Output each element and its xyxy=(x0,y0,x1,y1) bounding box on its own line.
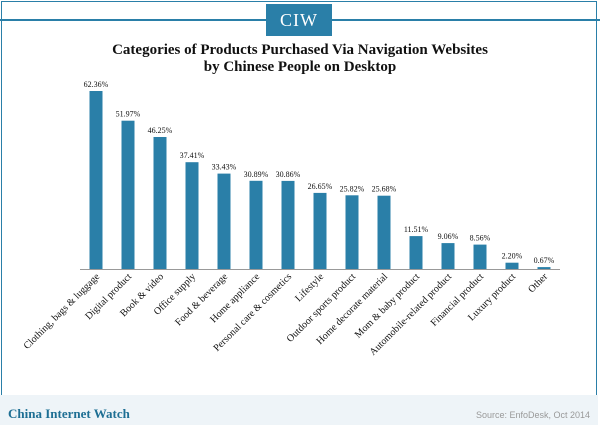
bar-13 xyxy=(505,262,519,269)
category-label-14: Other xyxy=(526,271,550,295)
bar-4 xyxy=(217,173,231,269)
value-label-12: 8.56% xyxy=(470,234,491,243)
bar-0 xyxy=(89,91,103,269)
value-label-3: 37.41% xyxy=(180,151,205,160)
bar-5 xyxy=(249,180,263,269)
value-label-9: 25.68% xyxy=(372,185,397,194)
value-label-4: 33.43% xyxy=(212,163,237,172)
ciw-logo: CIW xyxy=(266,4,332,36)
value-label-group: 62.36% 51.97% 46.25% 37.41% 33.43% 30.89% 30.8… xyxy=(84,80,555,265)
bar-10 xyxy=(409,236,423,269)
value-label-5: 30.89% xyxy=(244,170,269,179)
value-label-1: 51.97% xyxy=(116,110,141,119)
value-label-2: 46.25% xyxy=(148,126,173,135)
bar-7 xyxy=(313,192,327,269)
bar-3 xyxy=(185,162,199,269)
value-label-11: 9.06% xyxy=(438,232,459,241)
value-label-6: 30.86% xyxy=(276,170,301,179)
bar-2 xyxy=(153,137,167,269)
bar-11 xyxy=(441,243,455,269)
source-note: Source: EnfoDesk, Oct 2014 xyxy=(475,410,590,420)
bar-9 xyxy=(377,195,391,269)
bar-12 xyxy=(473,244,487,269)
value-label-10: 11.51% xyxy=(404,225,429,234)
footer-brand: China Internet Watch xyxy=(8,406,130,421)
bar-group xyxy=(89,91,551,269)
chart-subtitle: by Chinese People on Desktop xyxy=(203,59,397,75)
value-label-8: 25.82% xyxy=(340,184,365,193)
value-label-14: 0.67% xyxy=(534,256,555,265)
bar-14 xyxy=(537,267,551,269)
footer-band xyxy=(0,395,598,425)
bar-6 xyxy=(281,180,295,269)
value-label-0: 62.36% xyxy=(84,80,109,89)
value-label-7: 26.65% xyxy=(308,182,333,191)
bar-8 xyxy=(345,195,359,269)
value-label-13: 2.20% xyxy=(502,252,523,261)
bar-1 xyxy=(121,120,135,269)
chart-title: Categories of Products Purchased Via Nav… xyxy=(112,42,488,58)
